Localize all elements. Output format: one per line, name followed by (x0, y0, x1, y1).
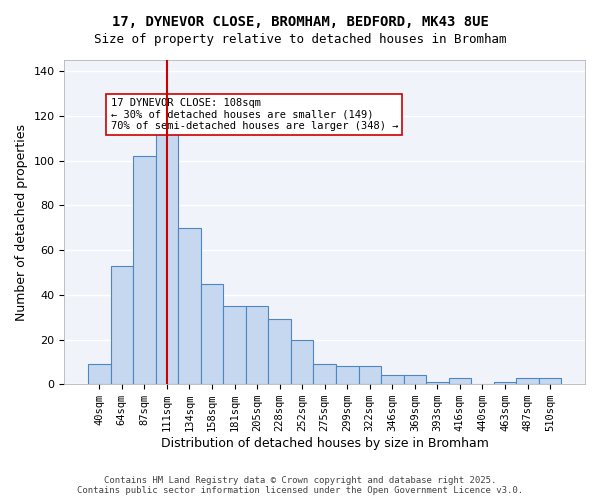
Y-axis label: Number of detached properties: Number of detached properties (15, 124, 28, 320)
Bar (539, 378, 562, 384)
Bar (516, 378, 539, 384)
Bar (404, 376, 426, 384)
Bar (336, 366, 359, 384)
X-axis label: Distribution of detached houses by size in Bromham: Distribution of detached houses by size … (161, 437, 488, 450)
Bar (426, 382, 449, 384)
Bar (268, 320, 291, 384)
Text: Contains HM Land Registry data © Crown copyright and database right 2025.
Contai: Contains HM Land Registry data © Crown c… (77, 476, 523, 495)
Bar (359, 366, 381, 384)
Text: Size of property relative to detached houses in Bromham: Size of property relative to detached ho… (94, 32, 506, 46)
Bar (110, 266, 133, 384)
Bar (155, 130, 178, 384)
Bar (88, 364, 110, 384)
Bar (178, 228, 201, 384)
Bar (494, 382, 516, 384)
Bar (223, 306, 246, 384)
Bar (449, 378, 471, 384)
Bar (201, 284, 223, 384)
Bar (381, 376, 404, 384)
Bar (133, 156, 155, 384)
Bar (313, 364, 336, 384)
Bar (291, 340, 313, 384)
Bar (246, 306, 268, 384)
Text: 17, DYNEVOR CLOSE, BROMHAM, BEDFORD, MK43 8UE: 17, DYNEVOR CLOSE, BROMHAM, BEDFORD, MK4… (112, 15, 488, 29)
Text: 17 DYNEVOR CLOSE: 108sqm
← 30% of detached houses are smaller (149)
70% of semi-: 17 DYNEVOR CLOSE: 108sqm ← 30% of detach… (110, 98, 398, 131)
